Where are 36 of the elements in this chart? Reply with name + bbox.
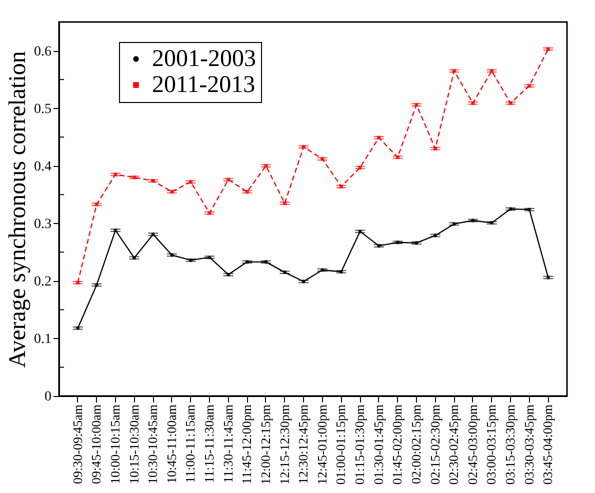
x-tick-label: 03:30-03:45pm [521,404,536,485]
x-tick-label: 02:15-02:30pm [427,404,442,485]
x-tick-label: 01:45-02:00pm [390,404,405,485]
y-tick-label: 0.5 [34,102,52,117]
x-tick-label: 01:15-01:30pm [352,404,368,485]
x-tick-label: 01:30-01:45pm [370,404,386,485]
y-tick-label: 0.6 [34,44,52,60]
x-tick-label: 02:45-03:00pm [464,404,480,485]
x-tick-label: 09:30-09:45am [70,404,85,484]
x-tick-label: 03:15-03:30pm [502,404,518,485]
x-tick-label: 09:45-10:00am [88,404,104,484]
x-tick-label: 10:00-10:15am [107,404,122,484]
x-tick-label: 10:15-10:30am [126,404,142,484]
x-tick-label: 11:00-11:15am [182,404,198,483]
x-tick-label: 12:30:12:45pm [296,404,311,484]
x-tick-label: 02:30-02:45pm [446,404,462,485]
y-tick-label: 0.1 [34,332,52,347]
x-tick-label: 12:15-12:30pm [276,404,292,485]
x-tick-label: 10:30-10:45am [145,404,160,484]
y-tick-label: 0.4 [34,159,52,174]
x-tick-label: 03:00-03:15pm [484,404,499,485]
y-axis-title: Average synchronous correlation [5,51,31,368]
x-tick-label: 02:00:02:15pm [408,404,424,484]
x-tick-label: 11:15-11:30am [202,404,217,483]
y-tick-label: 0.3 [34,216,52,232]
x-tick-label: 10:45-11:00am [164,404,179,484]
x-tick-label: 11:30-11:45am [220,404,236,483]
x-tick-label: 12:00-12:15pm [258,404,273,485]
x-tick-label: 12:45-01:00pm [314,404,330,485]
x-tick-label: 01:00-01:15pm [333,404,348,485]
y-tick-label: 0.2 [34,274,52,290]
y-tick-label: 0 [44,390,52,404]
legend-label: 2011-2013 [152,72,256,98]
legend-label: 2001-2003 [152,46,256,72]
x-tick-label: 11:45-12:00pm [239,404,254,484]
x-tick-label: 03:45-04:00pm [540,404,556,485]
